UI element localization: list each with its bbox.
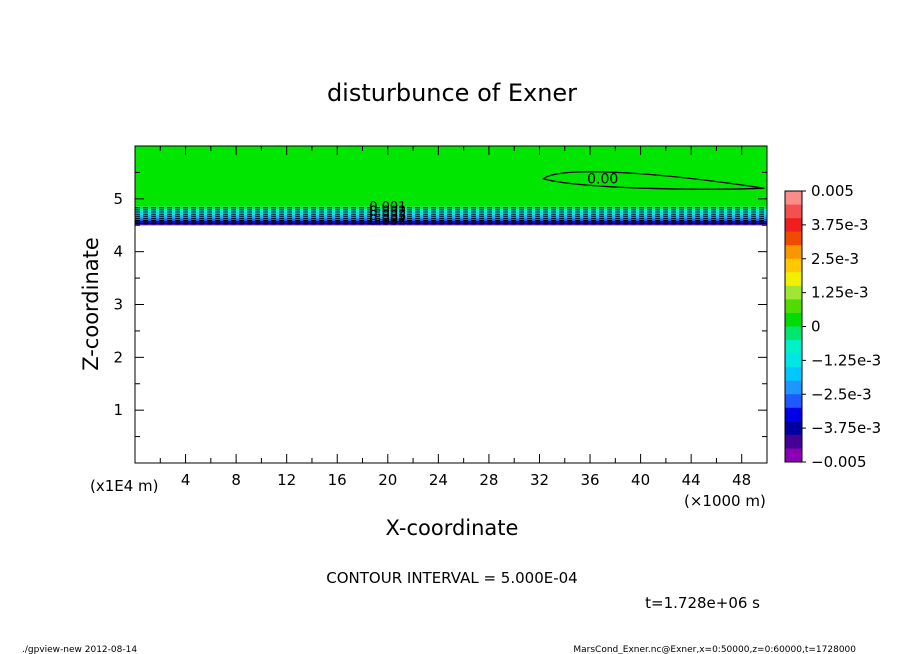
- x-tick-label: 28: [479, 471, 498, 489]
- colorbar-label: −1.25e-3: [811, 351, 881, 369]
- footer-left: ./gpview-new 2012-08-14: [22, 645, 137, 654]
- x-tick-label: 44: [682, 471, 701, 489]
- colorbar-segment: [785, 204, 802, 219]
- x-axis-ticks: 4 8 12 16 20 24 28 32 36 40 44 48: [159, 146, 751, 489]
- contour-label: 0.001: [369, 200, 406, 215]
- x-axis-label: X-coordinate: [386, 516, 519, 540]
- y-tick-label: 2: [113, 348, 123, 366]
- colorbar-label: −3.75e-3: [811, 419, 881, 437]
- colorbar-segment: [785, 312, 802, 327]
- x-unit-label: (×1000 m): [684, 492, 766, 510]
- colorbar-segment: [785, 407, 802, 422]
- field-band: [135, 216, 767, 219]
- colorbar-segment: [785, 272, 802, 287]
- x-tick-label: 8: [231, 471, 241, 489]
- colorbar-segment: [785, 299, 802, 314]
- y-tick-label: 4: [113, 243, 123, 261]
- field-band: [135, 218, 767, 221]
- colorbar-segment: [785, 245, 802, 260]
- field-band: [135, 212, 767, 215]
- colorbar-label: 1.25e-3: [811, 284, 869, 302]
- colorbar-segment: [785, 380, 802, 395]
- colorbar-segment: [785, 434, 802, 449]
- colorbar-segment: [785, 340, 802, 354]
- contour-label: 0.004: [369, 214, 406, 229]
- colorbar-label: −0.005: [811, 453, 867, 471]
- colorbar-segment: [785, 218, 802, 232]
- chart-title: disturbunce of Exner: [327, 79, 577, 107]
- colorbar-segment: [785, 448, 802, 463]
- contour-label: 0.00: [587, 172, 618, 188]
- colorbar-segment: [785, 353, 802, 368]
- x-tick-label: 16: [328, 471, 347, 489]
- field-band: [135, 224, 767, 226]
- x-tick-label: 24: [429, 471, 448, 489]
- x-tick-label: 40: [631, 471, 650, 489]
- colorbar-segment: [785, 367, 802, 381]
- colorbar-segment: [785, 191, 802, 205]
- time-label: t=1.728e+06 s: [645, 594, 760, 612]
- y-tick-label: 1: [113, 401, 123, 419]
- field-band: [135, 209, 767, 212]
- colorbar-segment: [785, 421, 802, 436]
- contour-line-zero: [541, 171, 765, 190]
- colorbar-label: 0: [811, 318, 821, 336]
- y-tick-label: 3: [113, 296, 123, 314]
- colorbar-label: −2.5e-3: [811, 385, 872, 403]
- x-tick-label: 4: [181, 471, 191, 489]
- colorbar-label: 2.5e-3: [811, 250, 859, 268]
- footer-right: MarsCond_Exner.nc@Exner,x=0:50000,z=0:60…: [573, 645, 856, 654]
- x-tick-label: 36: [580, 471, 599, 489]
- colorbar-label: 3.75e-3: [811, 216, 869, 234]
- colorbar-segment: [785, 326, 802, 341]
- y-axis-ticks: 1 2 3 4 5: [113, 171, 767, 438]
- y-tick-label: 5: [113, 190, 123, 208]
- y-axis-label: Z-coordinate: [79, 237, 103, 371]
- colorbar-segment: [785, 258, 802, 273]
- y-unit-label: (x1E4 m): [90, 477, 159, 495]
- field-band: [135, 214, 767, 217]
- colorbar-segment: [785, 394, 802, 409]
- x-tick-label: 32: [530, 471, 549, 489]
- x-tick-label: 12: [277, 471, 296, 489]
- field-green-region: [135, 146, 767, 207]
- x-tick-label: 48: [732, 471, 751, 489]
- colorbar: 0.005 3.75e-3 2.5e-3 1.25e-3 0 −1.25e-3 −2.5e-…: [784, 182, 881, 471]
- contour-label: 0.002: [369, 205, 406, 220]
- colorbar-segment: [785, 231, 802, 246]
- x-tick-label: 20: [378, 471, 397, 489]
- contour-label: 0.003: [369, 209, 406, 224]
- contour-interval: CONTOUR INTERVAL = 5.000E-04: [326, 569, 577, 587]
- colorbar-label: 0.005: [811, 182, 854, 200]
- colorbar-segment: [785, 285, 802, 300]
